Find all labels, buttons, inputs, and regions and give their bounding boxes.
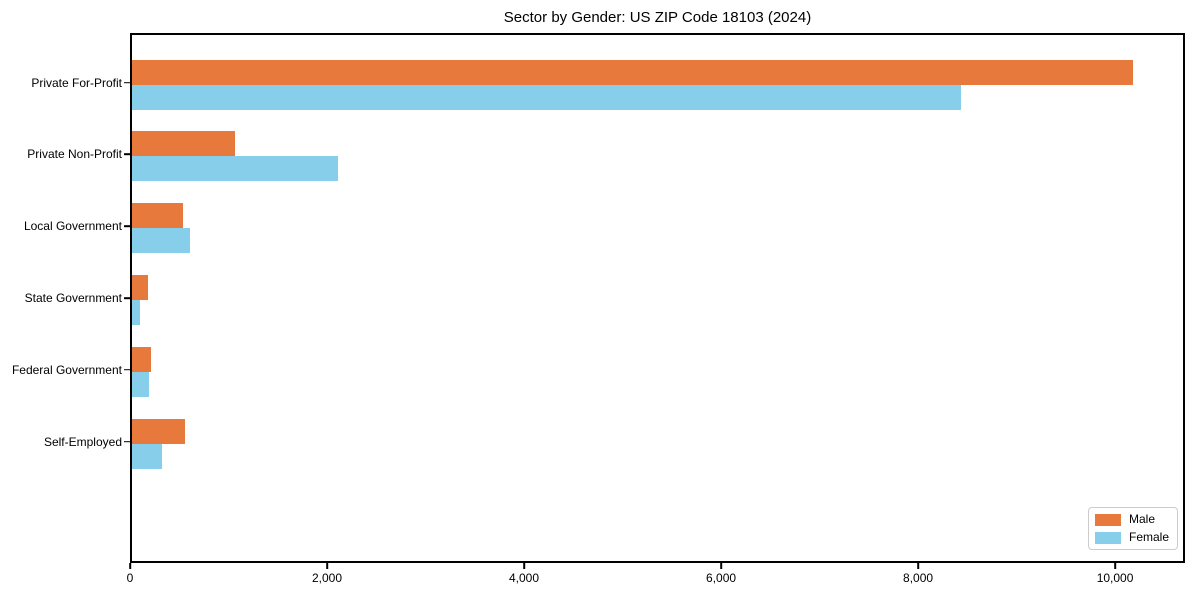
y-tick-mark — [124, 297, 130, 299]
x-tick-mark — [129, 563, 131, 569]
y-tick-label: Self-Employed — [43, 434, 122, 449]
x-tick-label: 6,000 — [706, 571, 737, 585]
legend-swatch-male-icon — [1095, 513, 1121, 526]
legend-entry-male: Male — [1095, 513, 1170, 526]
y-tick-label: Federal Government — [11, 362, 122, 377]
y-tick-mark — [124, 153, 130, 156]
x-tick-label: 8,000 — [903, 571, 934, 585]
bar-male-2 — [132, 131, 235, 157]
x-tick-label: 10,000 — [1096, 571, 1134, 585]
bar-female-3 — [132, 228, 191, 254]
bar-female-4 — [132, 300, 141, 325]
legend-swatch-female-icon — [1095, 531, 1121, 544]
bar-male-6 — [132, 418, 185, 444]
x-tick-mark — [326, 563, 328, 569]
bar-male-3 — [132, 203, 184, 229]
plot-area: Male Female — [130, 33, 1185, 563]
x-tick-label: 0 — [126, 571, 134, 585]
x-tick-label: 2,000 — [311, 571, 343, 585]
legend-label-female: Female — [1129, 530, 1170, 544]
y-tick-label: Private For-Profit — [31, 75, 122, 90]
legend: Male Female — [1088, 507, 1178, 550]
x-tick-mark — [720, 563, 722, 569]
bar-female-5 — [132, 371, 150, 397]
bar-male-4 — [132, 275, 149, 300]
y-tick-mark — [124, 440, 130, 443]
legend-label-male: Male — [1129, 512, 1156, 526]
y-tick-mark — [124, 81, 130, 84]
y-tick-label: Private Non-Profit — [27, 147, 122, 162]
bar-female-2 — [132, 156, 338, 182]
x-tick-mark — [1114, 563, 1116, 569]
bar-male-5 — [132, 346, 151, 372]
bar-male-1 — [132, 59, 1133, 85]
y-tick-mark — [124, 369, 130, 371]
legend-entry-female: Female — [1095, 531, 1170, 544]
y-tick-label: Local Government — [23, 219, 122, 234]
y-tick-label: State Government — [24, 291, 122, 305]
x-tick-label: 4,000 — [509, 571, 540, 585]
bar-female-6 — [132, 443, 163, 469]
bar-female-1 — [132, 84, 962, 110]
x-tick-mark — [917, 563, 919, 569]
x-tick-mark — [523, 563, 525, 569]
chart-title: Sector by Gender: US ZIP Code 18103 (202… — [503, 9, 812, 26]
y-tick-mark — [124, 225, 130, 227]
